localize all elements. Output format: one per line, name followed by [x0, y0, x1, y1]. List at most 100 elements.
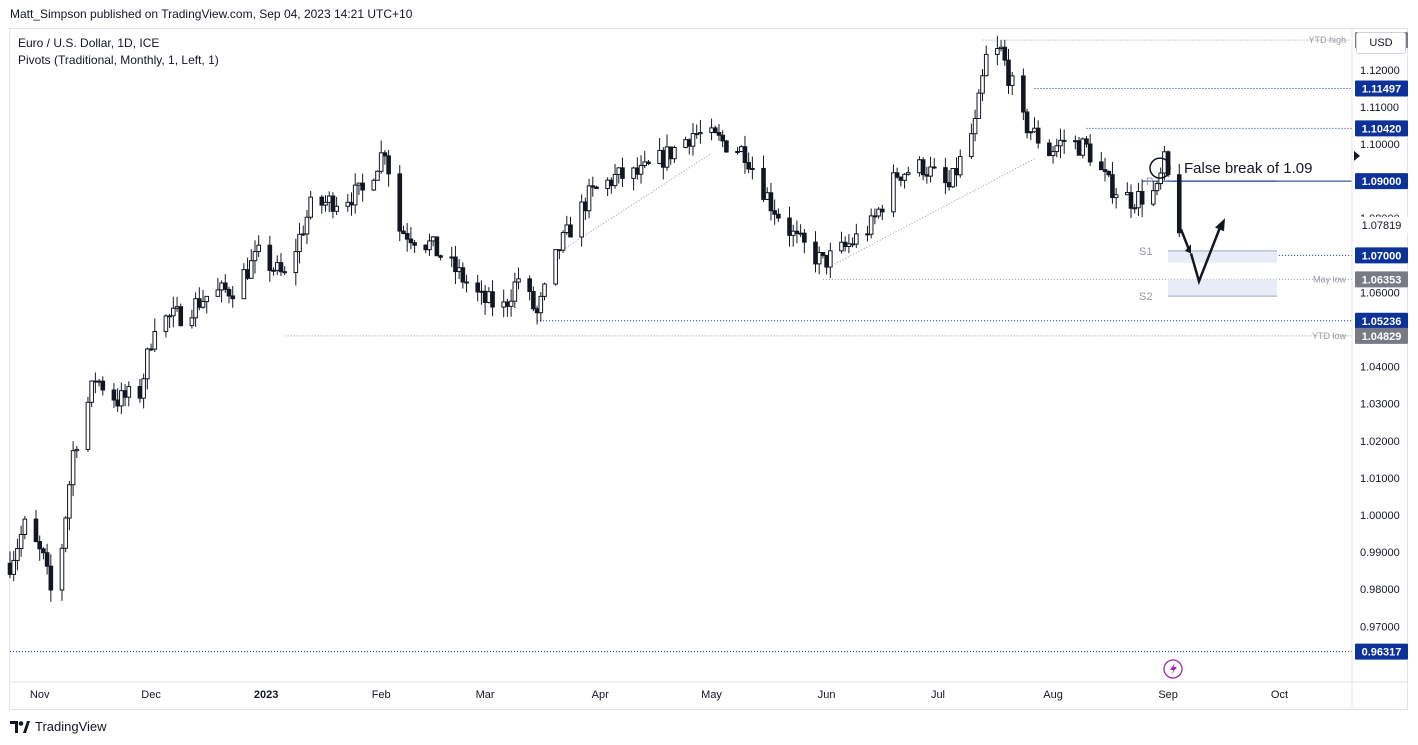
symbol-title[interactable]: Euro / U.S. Dollar, 1D, ICE: [18, 36, 160, 50]
level-caption: YTD low: [1312, 331, 1347, 341]
candle-body: [89, 380, 94, 403]
price-badge: [1355, 80, 1408, 97]
candle-body: [538, 295, 544, 314]
candle-body: [664, 146, 670, 168]
tradingview-footer[interactable]: TradingView: [10, 719, 107, 734]
candle-body: [898, 176, 904, 181]
candle-body: [197, 298, 202, 308]
candle-body: [1054, 145, 1060, 153]
candle-body: [44, 552, 50, 567]
price-badge-label: 1.05236: [1362, 316, 1402, 328]
candle-body: [995, 48, 1000, 55]
candle-body: [479, 290, 484, 293]
candle-body: [557, 249, 562, 252]
candle-body: [408, 238, 414, 244]
trendline: [826, 158, 1035, 269]
candle-body: [616, 167, 622, 176]
candle-body: [894, 172, 900, 178]
candle-body: [712, 127, 718, 134]
candle-body: [1061, 139, 1067, 142]
candle-body: [854, 233, 859, 245]
candle-body: [1032, 127, 1037, 133]
candle-body: [200, 301, 206, 308]
price-badge: [1355, 327, 1408, 344]
candle-body: [876, 208, 881, 217]
candle-body: [115, 399, 120, 407]
x-tick-label: Apr: [592, 689, 609, 701]
y-tick-label: 1.11000: [1360, 102, 1399, 114]
level-caption: YTD high: [1308, 35, 1346, 45]
candle-body: [802, 232, 807, 243]
candle-body: [256, 244, 261, 253]
pivot-s1-zone: [1168, 250, 1277, 263]
candle-body: [167, 315, 172, 318]
y-tick-label: 1.12000: [1360, 65, 1400, 77]
candle-body: [735, 151, 740, 154]
candle-body: [430, 236, 436, 242]
candle-body: [1087, 143, 1093, 163]
candle-body: [222, 282, 228, 290]
candle-body: [490, 291, 495, 308]
candle-body: [137, 386, 143, 399]
candle-body: [215, 289, 221, 297]
axis-marker-icon: [1354, 150, 1360, 161]
candle-body: [126, 386, 132, 398]
candle-body: [93, 380, 98, 383]
candle-body: [983, 53, 989, 77]
candle-body: [564, 224, 570, 234]
candle-body: [174, 306, 180, 309]
price-badge: [1355, 643, 1408, 660]
candle-body: [1028, 131, 1034, 134]
candle-body: [609, 179, 614, 187]
candle-body: [738, 146, 744, 153]
candle-body: [1006, 59, 1011, 86]
x-tick-label: Jul: [931, 689, 945, 701]
candle-body: [7, 562, 13, 575]
candle-body: [998, 46, 1004, 50]
candle-body: [163, 315, 169, 333]
candle-body: [1024, 111, 1030, 134]
candle-body: [1080, 138, 1086, 156]
indicator-title[interactable]: Pivots (Traditional, Monthly, 1, Left, 1…: [18, 53, 219, 67]
price-badge: [1355, 312, 1408, 329]
candle-body: [271, 269, 276, 272]
candle-body: [274, 262, 280, 271]
candle-body: [356, 182, 362, 186]
candle-body: [401, 230, 406, 235]
price-badge-label: 0.96317: [1362, 647, 1402, 659]
last-price-label: 1.07819: [1362, 220, 1402, 232]
price-badge-label: 1.06353: [1362, 274, 1402, 286]
candle-body: [1154, 183, 1160, 192]
level-caption: May low: [1313, 274, 1347, 284]
candle-body: [512, 281, 518, 302]
candle-body: [449, 256, 455, 259]
candle-body: [37, 541, 42, 550]
candle-body: [412, 242, 417, 246]
candle-body: [74, 448, 80, 452]
candle-body: [553, 249, 558, 285]
currency-button[interactable]: USD: [1356, 32, 1406, 54]
candle-body: [879, 208, 885, 213]
trendline: [562, 152, 712, 251]
candle-body: [148, 348, 154, 351]
annotations: False break of 1.09: [1149, 157, 1312, 679]
candle-body: [672, 146, 677, 160]
y-tick-label: 1.10000: [1360, 139, 1400, 151]
candle-body: [226, 288, 232, 297]
candle-body: [846, 243, 852, 248]
candle-body: [230, 295, 236, 300]
price-badge-label: 1.07000: [1362, 250, 1402, 262]
candle-body: [319, 196, 325, 206]
arrow-down-head-icon: [1185, 244, 1191, 254]
candle-body: [501, 301, 506, 308]
candle-body: [742, 146, 748, 164]
candle-body: [100, 380, 106, 391]
pivot-label: S1: [1139, 246, 1152, 258]
y-tick-label: 1.04000: [1360, 362, 1400, 374]
candle-body: [67, 484, 72, 519]
candle-body: [724, 140, 729, 153]
candle-body: [868, 215, 874, 235]
candle-body: [505, 301, 510, 307]
candle-body: [119, 390, 124, 407]
